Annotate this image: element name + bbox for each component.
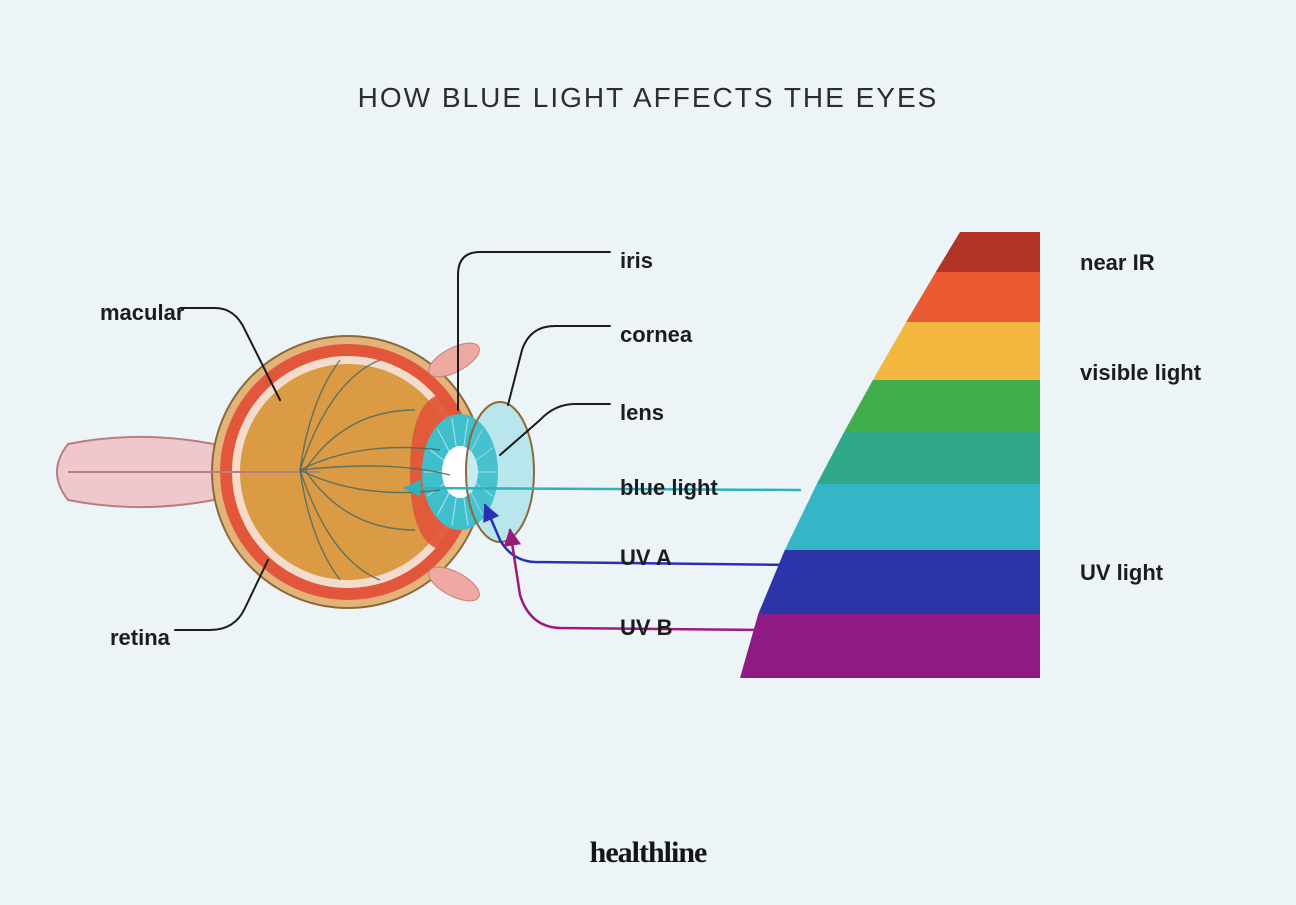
- label-UV-light: UV light: [1080, 560, 1163, 586]
- label-blue-light: blue light: [620, 475, 718, 501]
- label-UV-B: UV B: [620, 615, 673, 641]
- label-iris: iris: [620, 248, 653, 274]
- label-near-IR: near IR: [1080, 250, 1155, 276]
- label-macular: macular: [100, 300, 184, 326]
- spectrum: [740, 232, 1040, 678]
- label-UV-A: UV A: [620, 545, 672, 571]
- label-retina: retina: [110, 625, 170, 651]
- label-cornea: cornea: [620, 322, 692, 348]
- label-visible-light: visible light: [1080, 360, 1201, 386]
- diagram-svg: [0, 0, 1296, 905]
- eye: [57, 336, 534, 608]
- label-lens: lens: [620, 400, 664, 426]
